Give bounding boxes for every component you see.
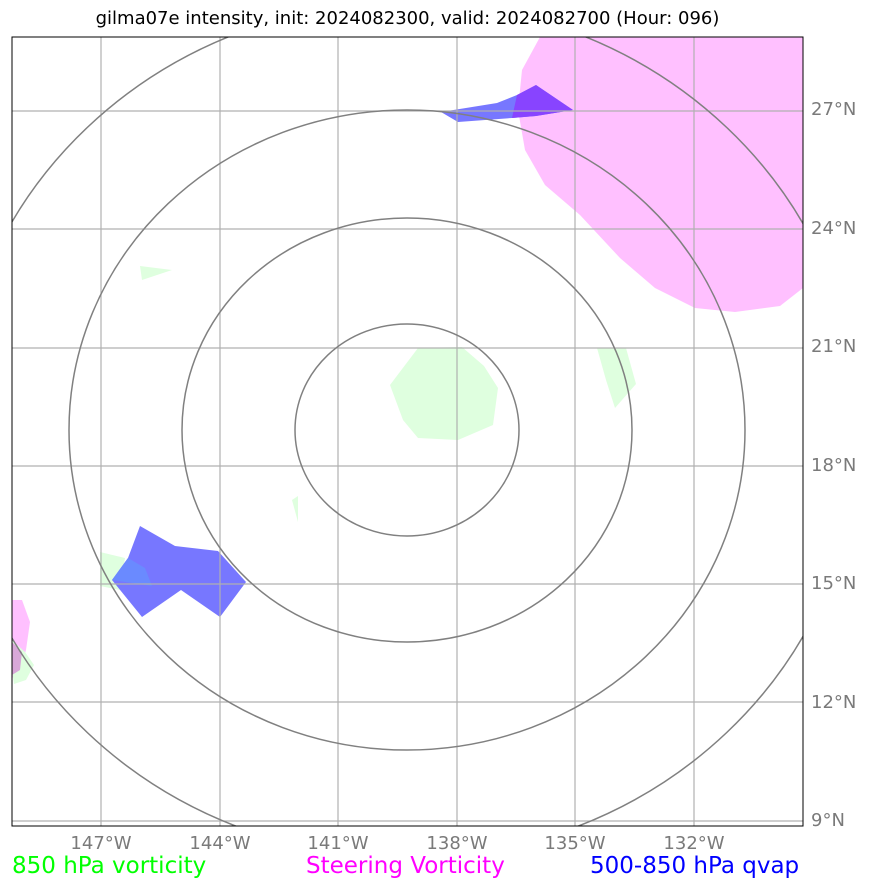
vorticity-850-region-center [390,347,498,440]
lon-label-138w: 138°W [426,833,488,854]
plot-frame [11,36,804,827]
qvap-vort-overlap-sw [112,558,152,586]
legend-qvap: 500-850 hPa qvap [590,853,800,879]
vorticity-850-region-mid [292,496,298,522]
legend-850-vorticity: 850 hPa vorticity [12,853,207,879]
lat-label-9n: 9°N [811,810,845,831]
lat-label-12n: 12°N [811,692,857,713]
range-rings [12,37,803,826]
graticule [12,37,803,826]
qvap-steering-overlap-ne [512,85,573,118]
legend-steering-vorticity: Steering Vorticity [306,853,505,879]
lon-label-144w: 144°W [189,833,251,854]
qvap-region-sw [112,526,246,617]
vorticity-850-region-nw [140,266,172,280]
lon-label-147w: 147°W [70,833,132,854]
lon-label-132w: 132°W [663,833,725,854]
lat-label-27n: 27°N [811,99,857,120]
range-ring-2 [181,217,633,643]
lat-label-15n: 15°N [811,573,857,594]
range-ring-1 [294,323,520,537]
vorticity-850-region-ne [597,348,636,408]
lat-label-21n: 21°N [811,336,857,357]
lon-label-135w: 135°W [544,833,606,854]
map-title: gilma07e intensity, init: 2024082300, va… [95,8,720,29]
lat-label-18n: 18°N [811,455,857,476]
range-ring-3 [68,109,746,751]
lat-label-24n: 24°N [811,218,857,239]
lon-label-141w: 141°W [307,833,369,854]
steering-vorticity-region-ne [518,37,803,312]
